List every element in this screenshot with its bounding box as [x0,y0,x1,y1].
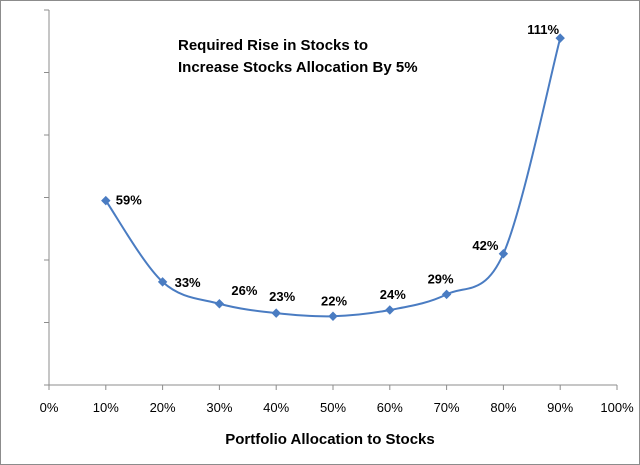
data-label: 42% [472,238,498,253]
data-point [214,299,225,309]
series-line [104,37,562,318]
chart-title-line-1: Required Rise in Stocks to [178,37,368,54]
x-tick-label: 50% [320,400,346,415]
x-tick-label: 60% [377,400,403,415]
data-label: 23% [269,289,295,304]
data-point [385,305,395,315]
data-label: 111% [527,22,559,37]
data-point [441,289,452,300]
data-point [271,308,281,318]
x-axis-title: Portfolio Allocation to Stocks [225,431,434,448]
x-tick-label: 0% [40,400,59,415]
chart-title-line-2: Increase Stocks Allocation By 5% [178,59,418,76]
x-tick-label: 100% [600,400,634,415]
data-label: 22% [321,293,347,308]
data-label: 33% [175,275,201,290]
data-label: 26% [231,283,257,298]
x-tick-label: 20% [150,400,176,415]
data-label: 24% [380,287,406,302]
x-tick-label: 80% [490,400,516,415]
data-point [101,195,111,206]
data-point [328,311,338,321]
x-tick-label: 30% [206,400,232,415]
x-tick-label: 40% [263,400,289,415]
data-label: 29% [428,271,454,286]
data-point [555,33,565,43]
axes: 0% 10% 20% 30% 40% 50% 60% 70% 80% 90% 100% [40,9,634,415]
x-tick-label: 90% [547,400,573,415]
data-point [498,249,509,259]
data-point [157,277,168,287]
series [101,33,565,321]
data-label: 59% [116,193,142,208]
x-tick-label: 10% [93,400,119,415]
x-tick-label: 70% [434,400,460,415]
data-labels: 59% 33% 26% 23% 22% 24% 29% 42% 111% [116,22,560,308]
